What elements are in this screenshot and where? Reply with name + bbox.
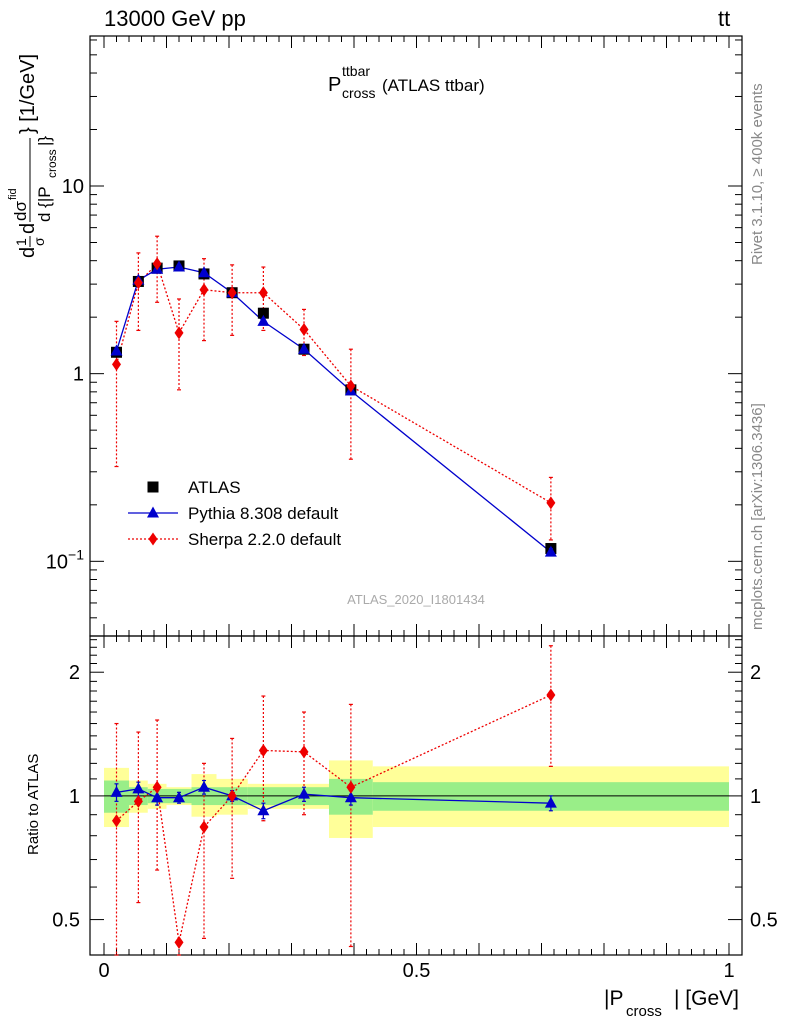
main-panel: 10−1 1 10 — [46, 35, 743, 637]
sherpa-ratio-point — [112, 814, 121, 828]
y-label-dsigma: dσ — [11, 201, 30, 221]
sherpa-point — [152, 257, 162, 271]
sherpa-ratio-point — [258, 743, 268, 757]
legend-label: Sherpa 2.2.0 default — [188, 530, 341, 549]
pythia-point — [110, 344, 123, 356]
energy-label: 13000 GeV pp — [104, 6, 246, 31]
sherpa-point — [258, 286, 268, 300]
sherpa-point — [546, 496, 556, 510]
sherpa-point — [174, 326, 184, 340]
pythia-ratio-point — [257, 804, 270, 816]
y-label-unit: } [1/GeV] — [17, 54, 39, 134]
process-label: tt — [718, 6, 730, 31]
rivet-label: Rivet 3.1.10, ≥ 400k events — [749, 83, 766, 265]
plot-title-main: P — [328, 74, 341, 96]
y-label-denom: d {|P — [35, 186, 54, 222]
y-label-d2: d — [17, 223, 39, 234]
y-label-fid: fid — [7, 188, 19, 200]
sherpa-point — [199, 283, 209, 297]
x-tick-label: 0 — [98, 960, 109, 982]
sherpa-ratio-point — [133, 794, 143, 808]
pythia-point — [257, 314, 270, 326]
sherpa-point — [112, 357, 121, 371]
sherpa-ratio-point — [299, 745, 309, 759]
y-label-frac-num: 1 — [13, 238, 29, 246]
ratio-panel: 0 0.5 1 0.5 0.5 1 1 2 2 — [52, 635, 778, 982]
y-tick-label: 1 — [73, 364, 84, 386]
ratio-y-tick-label: 0.5 — [52, 910, 80, 932]
ratio-y-tick-label: 2 — [69, 662, 80, 684]
x-axis-label: |P cross | [GeV] — [604, 987, 739, 1020]
sherpa-ratio-point — [174, 935, 184, 949]
legend-label: Pythia 8.308 default — [188, 504, 339, 523]
pythia-ratio-point — [544, 796, 557, 808]
x-tick-label: 0.5 — [403, 960, 431, 982]
y-tick-label: 10−1 — [46, 546, 84, 573]
sherpa-point — [133, 276, 143, 290]
x-label-main: |P — [604, 987, 623, 1010]
sherpa-line — [115, 262, 552, 504]
pythia-point — [544, 545, 557, 557]
legend: ATLAS Pythia 8.308 default Sherpa 2.2.0 de… — [128, 478, 341, 549]
sherpa-ratio-line — [116, 694, 552, 943]
x-label-sub: cross — [626, 1003, 662, 1020]
y-label-frac-den: σ — [31, 237, 47, 246]
pythia-ratio-point — [198, 780, 210, 792]
pythia-point — [298, 342, 310, 354]
plot-title-rest: (ATLAS ttbar) — [382, 76, 485, 95]
ratio-y-tick-label: 1 — [69, 786, 80, 808]
pythia-ratio-point — [110, 785, 123, 797]
plot-title-sub: cross — [342, 85, 375, 101]
y-label-denom-close: |} — [35, 136, 54, 146]
pythia-point — [198, 266, 210, 278]
pythia-point — [173, 260, 185, 272]
ratio-y-tick-label-right: 2 — [750, 662, 761, 684]
sherpa-point — [227, 286, 237, 300]
legend-label: ATLAS — [188, 478, 241, 497]
sherpa-ratio-point — [199, 820, 209, 834]
ratio-y-label: Ratio to ATLAS — [25, 754, 42, 855]
sherpa-ratio-point — [152, 780, 162, 794]
ratio-y-tick-label-right: 1 — [750, 786, 761, 808]
legend-marker — [147, 506, 159, 518]
x-tick-label: 1 — [723, 960, 734, 982]
sherpa-point — [346, 379, 356, 393]
pythia-ratio-point — [298, 787, 310, 799]
ratio-y-tick-label-right: 0.5 — [750, 910, 778, 932]
plot-title-sup: ttbar — [342, 63, 370, 79]
atlas-point — [257, 307, 269, 319]
sherpa-ratio-point — [346, 780, 356, 794]
pythia-ratio-point — [344, 791, 357, 803]
mcplots-label: mcplots.cern.ch [arXiv:1306.3436] — [749, 403, 766, 630]
y-label-denom-sub: cross — [45, 149, 59, 178]
sherpa-ratio-point — [546, 688, 556, 702]
y-axis-label: d 1 σ d dσ fid d {|P cross |} } [1/GeV] — [7, 54, 59, 258]
sherpa-ratio-point — [227, 789, 237, 803]
legend-marker — [148, 532, 158, 546]
process-bar: ¯ — [728, 0, 741, 19]
pythia-ratio-point — [173, 791, 185, 803]
pythia-ratio-line — [116, 786, 551, 812]
plot-title: P ttbar cross (ATLAS ttbar) — [328, 63, 485, 101]
analysis-watermark: ATLAS_2020_I1801434 — [347, 592, 485, 607]
y-label-d: d — [17, 247, 39, 258]
sherpa-point — [299, 322, 309, 336]
pythia-ratio-point — [132, 782, 145, 794]
pythia-line — [115, 266, 552, 553]
x-label-rest: | [GeV] — [674, 987, 739, 1010]
legend-marker — [147, 481, 159, 493]
y-tick-label: 10 — [62, 176, 84, 198]
pythia-ratio-point — [151, 791, 164, 803]
